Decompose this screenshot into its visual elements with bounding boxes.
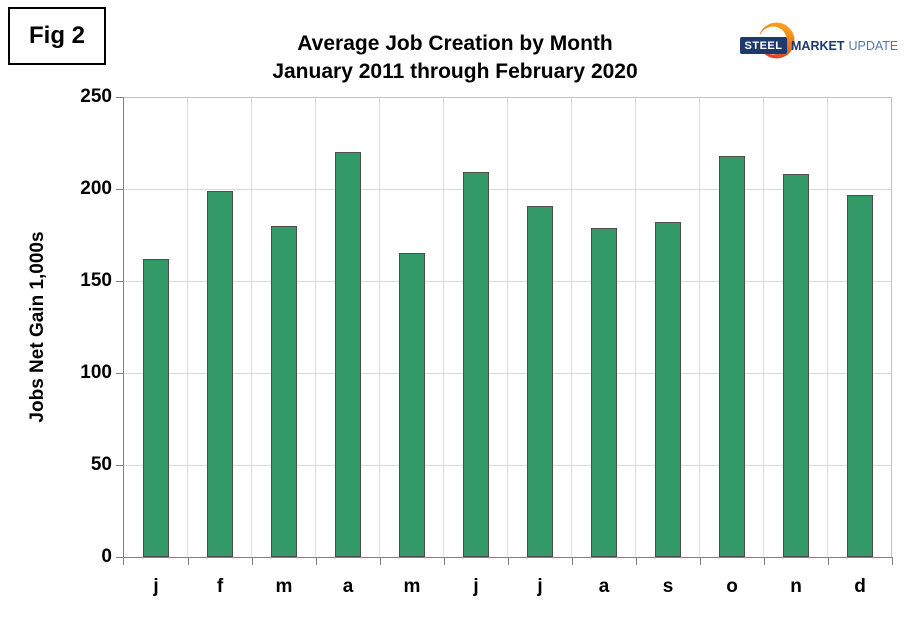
x-axis-tick <box>188 558 189 565</box>
x-tick-label: n <box>790 576 802 597</box>
y-axis-tick <box>116 281 123 282</box>
x-axis-tick <box>380 558 381 565</box>
x-tick-label: d <box>854 576 866 597</box>
y-tick-label: 150 <box>80 270 112 291</box>
x-tick-label: s <box>662 576 674 597</box>
x-axis-tick <box>444 558 445 565</box>
v-gridline <box>699 97 700 557</box>
x-axis-tick <box>700 558 701 565</box>
chart-title-line1: Average Job Creation by Month <box>297 32 613 55</box>
y-axis-tick <box>116 557 123 558</box>
x-tick-label: j <box>537 576 543 597</box>
x-axis-tick <box>764 558 765 565</box>
v-gridline <box>443 97 444 557</box>
x-axis-tick <box>316 558 317 565</box>
bar <box>719 156 745 557</box>
chart-title: Average Job Creation by Month January 20… <box>170 30 740 86</box>
h-gridline <box>124 189 892 190</box>
x-axis-line <box>123 557 893 558</box>
y-tick-label: 0 <box>101 546 112 567</box>
x-tick-label: a <box>598 576 610 597</box>
smu-update-text: UPDATE <box>848 39 899 53</box>
x-tick-label: o <box>726 576 738 597</box>
x-tick-label: f <box>216 576 224 597</box>
x-tick-label: a <box>342 576 354 597</box>
v-gridline <box>251 97 252 557</box>
h-gridline <box>124 97 892 98</box>
v-gridline <box>187 97 188 557</box>
x-tick-label: m <box>403 576 421 597</box>
y-axis-tick <box>116 97 123 98</box>
bar <box>783 174 809 557</box>
y-tick-label: 200 <box>80 178 112 199</box>
y-axis-tick <box>116 373 123 374</box>
v-gridline <box>507 97 508 557</box>
plot-area <box>116 97 893 565</box>
x-axis-tick <box>252 558 253 565</box>
y-tick-label: 250 <box>80 86 112 107</box>
bar <box>463 172 489 557</box>
v-gridline <box>635 97 636 557</box>
h-gridline <box>124 281 892 282</box>
y-axis-line <box>123 97 124 557</box>
smu-logo: STEEL MARKET UPDATE <box>736 20 898 64</box>
y-axis-tick <box>116 465 123 466</box>
bar <box>335 152 361 557</box>
y-axis-tick <box>116 189 123 190</box>
bar <box>207 191 233 557</box>
x-axis-tick <box>828 558 829 565</box>
bar <box>527 206 553 557</box>
y-tick-label: 50 <box>90 454 112 475</box>
v-gridline <box>315 97 316 557</box>
x-axis-tick <box>508 558 509 565</box>
figure-label-box: Fig 2 <box>8 7 106 65</box>
bar <box>143 259 169 557</box>
v-gridline <box>379 97 380 557</box>
h-gridline <box>124 373 892 374</box>
figure-label: Fig 2 <box>28 22 85 49</box>
x-axis-tick <box>892 558 893 565</box>
bar <box>271 226 297 557</box>
x-axis-tick <box>572 558 573 565</box>
x-tick-label: m <box>275 576 293 597</box>
x-axis-tick <box>123 558 124 565</box>
x-axis-tick <box>636 558 637 565</box>
v-gridline <box>571 97 572 557</box>
smu-wordmark: MARKET UPDATE <box>791 39 898 53</box>
y-axis-title: Jobs Net Gain 1,000s <box>27 231 48 423</box>
smu-market-text: MARKET <box>791 39 845 53</box>
smu-steel-badge: STEEL <box>740 37 787 54</box>
v-gridline <box>891 97 892 557</box>
bar <box>847 195 873 557</box>
x-tick-label: j <box>473 576 479 597</box>
bar <box>655 222 681 557</box>
x-tick-label: j <box>153 576 159 597</box>
h-gridline <box>124 465 892 466</box>
y-tick-label: 100 <box>80 362 112 383</box>
v-gridline <box>827 97 828 557</box>
smu-steel-text: STEEL <box>744 39 783 52</box>
chart-title-line2: January 2011 through February 2020 <box>272 60 638 83</box>
bar <box>591 228 617 557</box>
v-gridline <box>763 97 764 557</box>
bar <box>399 253 425 557</box>
